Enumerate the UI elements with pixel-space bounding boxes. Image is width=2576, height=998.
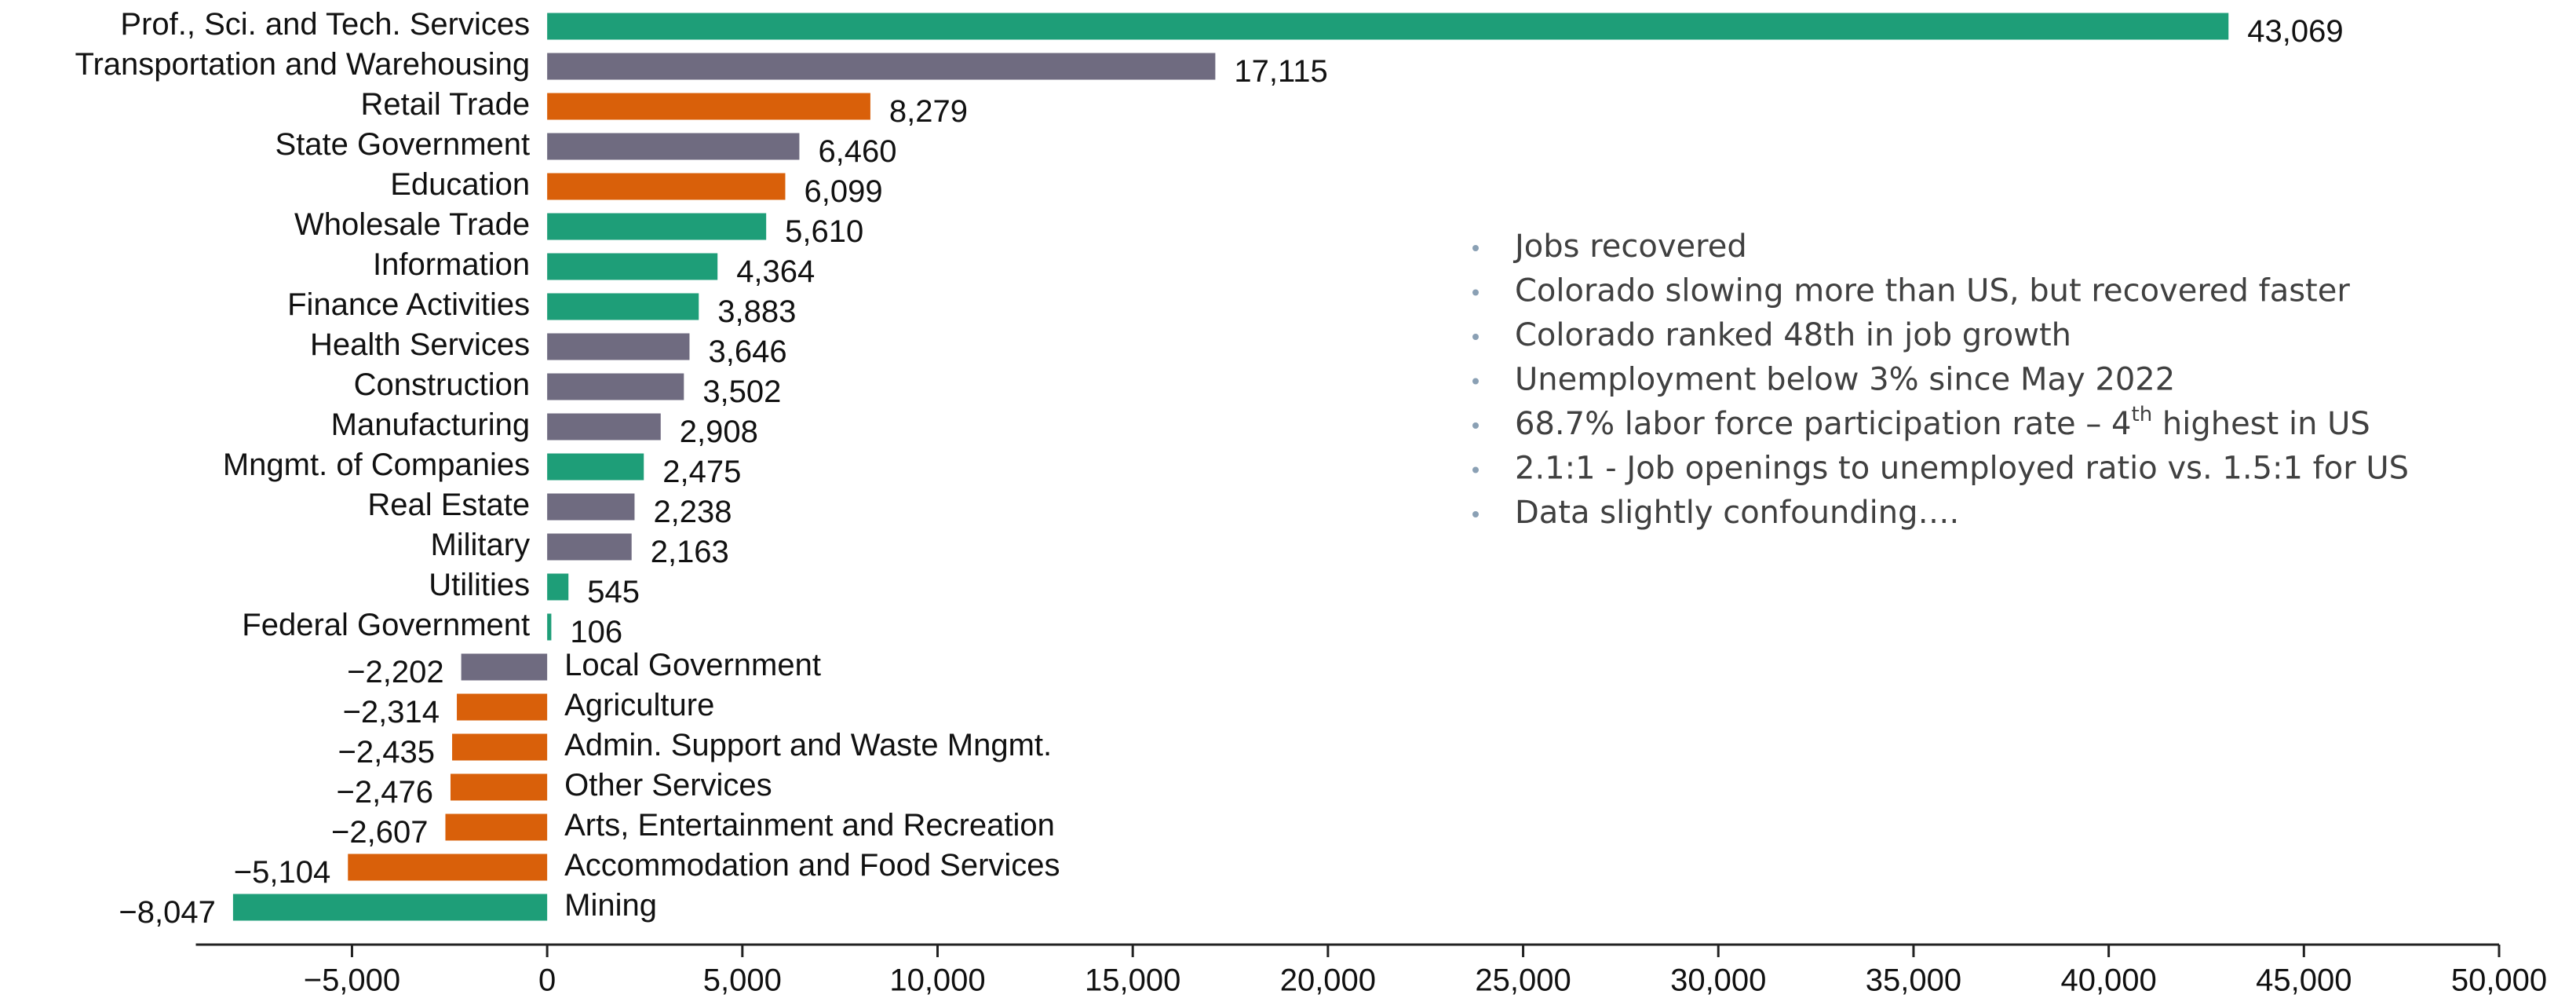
bullet-dot bbox=[1472, 334, 1479, 340]
bullet-dot bbox=[1472, 466, 1479, 473]
bullet-text: Colorado ranked 48th in job growth bbox=[1515, 317, 2071, 353]
category-label: Military bbox=[430, 528, 530, 562]
bullet-text: Data slightly confounding…. bbox=[1515, 495, 1959, 531]
category-label: Education bbox=[390, 167, 530, 202]
value-label: 6,099 bbox=[804, 174, 882, 209]
bullet-text: 68.7% labor force participation rate – 4… bbox=[1515, 403, 2370, 443]
x-tick-label: 45,000 bbox=[2256, 963, 2352, 998]
category-label: Retail Trade bbox=[360, 87, 530, 122]
bullet-text-part: highest in US bbox=[2152, 406, 2370, 442]
bullet-text: 2.1:1 - Job openings to unemployed ratio… bbox=[1515, 451, 2409, 487]
bar bbox=[547, 13, 2229, 40]
bar bbox=[547, 253, 718, 280]
value-label: 6,460 bbox=[818, 134, 896, 169]
x-tick-label: −5,000 bbox=[304, 963, 400, 998]
category-label: Admin. Support and Waste Mngmt. bbox=[564, 728, 1052, 762]
value-label: −8,047 bbox=[119, 895, 215, 930]
value-label: −2,202 bbox=[347, 655, 443, 689]
category-label: Utilities bbox=[429, 568, 530, 602]
category-label: Information bbox=[373, 247, 530, 282]
bullet-dot bbox=[1472, 245, 1479, 251]
category-label: Mngmt. of Companies bbox=[223, 448, 530, 482]
bar bbox=[461, 653, 548, 681]
value-label: 17,115 bbox=[1234, 54, 1327, 89]
category-label: Transportation and Warehousing bbox=[75, 47, 531, 82]
bullet-dot bbox=[1472, 511, 1479, 517]
value-label: −2,607 bbox=[331, 815, 428, 850]
category-label: State Government bbox=[275, 127, 531, 162]
bar bbox=[232, 894, 548, 921]
x-tick-label: 20,000 bbox=[1280, 963, 1376, 998]
value-label: 2,238 bbox=[653, 495, 732, 529]
bar bbox=[547, 453, 644, 481]
bar bbox=[547, 53, 1216, 80]
category-label: Federal Government bbox=[242, 608, 530, 642]
bar bbox=[547, 573, 569, 601]
bullet-dot bbox=[1472, 378, 1479, 385]
bar bbox=[445, 813, 548, 841]
bullet-text: Unemployment below 3% since May 2022 bbox=[1515, 362, 2175, 398]
bar bbox=[452, 733, 548, 761]
category-label: Other Services bbox=[564, 768, 772, 802]
bar bbox=[547, 173, 786, 200]
category-label: Construction bbox=[354, 367, 531, 402]
value-label: −2,435 bbox=[338, 735, 435, 770]
x-tick-label: 40,000 bbox=[2060, 963, 2156, 998]
category-label: Arts, Entertainment and Recreation bbox=[564, 808, 1055, 843]
bar bbox=[457, 693, 548, 721]
value-label: 5,610 bbox=[785, 214, 863, 249]
value-label: −2,314 bbox=[343, 695, 440, 729]
x-tick-label: 35,000 bbox=[1866, 963, 1961, 998]
category-label: Local Government bbox=[564, 648, 821, 682]
x-tick-label: 10,000 bbox=[889, 963, 985, 998]
value-label: 2,475 bbox=[662, 455, 741, 489]
category-label: Real Estate bbox=[367, 488, 530, 522]
x-tick-label: 5,000 bbox=[703, 963, 782, 998]
value-label: −2,476 bbox=[337, 775, 433, 810]
bar bbox=[547, 133, 800, 160]
category-label: Mining bbox=[564, 888, 657, 923]
bar bbox=[547, 333, 690, 360]
value-label: 545 bbox=[587, 575, 640, 609]
superscript: th bbox=[2132, 403, 2153, 426]
category-label: Wholesale Trade bbox=[294, 207, 530, 242]
value-label: 3,502 bbox=[702, 375, 781, 409]
category-label: Health Services bbox=[310, 327, 530, 362]
bar bbox=[547, 373, 684, 400]
bar bbox=[547, 613, 552, 641]
bullet-text: Colorado slowing more than US, but recov… bbox=[1515, 273, 2350, 309]
x-tick-label: 30,000 bbox=[1670, 963, 1766, 998]
bar bbox=[547, 213, 767, 240]
value-label: 3,646 bbox=[708, 334, 786, 369]
x-tick-label: 0 bbox=[538, 963, 556, 998]
value-label: 106 bbox=[570, 615, 622, 649]
bar bbox=[547, 493, 635, 521]
bar bbox=[450, 773, 548, 801]
bullet-dot bbox=[1472, 422, 1479, 429]
category-label: Prof., Sci. and Tech. Services bbox=[120, 7, 530, 42]
value-label: 4,364 bbox=[736, 254, 815, 289]
x-tick-label: 50,000 bbox=[2451, 963, 2547, 998]
bar bbox=[547, 93, 870, 120]
bullet-text-part: 68.7% labor force participation rate – 4 bbox=[1515, 406, 2132, 442]
value-label: 2,908 bbox=[680, 415, 758, 449]
value-label: 2,163 bbox=[651, 535, 729, 569]
bullet-text: Jobs recovered bbox=[1512, 228, 1747, 265]
bullet-dot bbox=[1472, 289, 1479, 296]
value-label: 3,883 bbox=[717, 294, 796, 329]
bar bbox=[547, 293, 699, 320]
x-tick-label: 15,000 bbox=[1085, 963, 1180, 998]
bar bbox=[348, 854, 548, 881]
value-label: −5,104 bbox=[234, 855, 330, 890]
value-label: 8,279 bbox=[889, 94, 968, 129]
category-label: Agriculture bbox=[564, 688, 714, 722]
value-label: 43,069 bbox=[2247, 14, 2343, 49]
bar bbox=[547, 533, 632, 561]
x-tick-label: 25,000 bbox=[1475, 963, 1571, 998]
category-label: Accommodation and Food Services bbox=[564, 848, 1060, 883]
category-label: Manufacturing bbox=[331, 408, 530, 442]
bar bbox=[547, 413, 661, 441]
category-label: Finance Activities bbox=[287, 287, 530, 322]
